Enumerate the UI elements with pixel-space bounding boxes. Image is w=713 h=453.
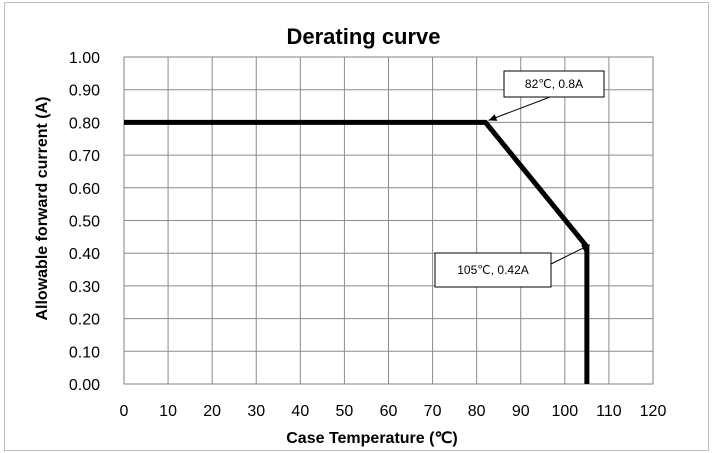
x-tick-label: 20 <box>203 403 221 420</box>
grid <box>123 56 654 385</box>
x-tick-label: 40 <box>291 403 309 420</box>
annotation-callout: 82℃, 0.8A <box>488 70 605 121</box>
x-tick-label: 30 <box>247 403 265 420</box>
annotation-text: 105℃, 0.42A <box>457 263 529 277</box>
annotation-box <box>434 252 552 288</box>
x-tick-label: 50 <box>336 403 354 420</box>
plot-area-border <box>123 56 654 385</box>
y-tick-labels: 0.00 0.10 0.20 0.30 0.40 0.50 0.60 0.70 0.80 0.90… <box>69 50 100 394</box>
y-tick-label: 0.90 <box>69 83 100 100</box>
y-tick-label: 0.00 <box>69 377 100 394</box>
x-tick-label: 10 <box>159 403 177 420</box>
y-tick-label: 0.60 <box>69 181 100 198</box>
y-tick-label: 0.70 <box>69 148 100 165</box>
y-tick-label: 0.80 <box>69 115 100 132</box>
chart-title: Derating curve <box>286 24 440 49</box>
annotation-arrow <box>488 96 551 121</box>
annotation-arrowhead <box>488 114 498 121</box>
x-tick-labels: 0 10 20 30 40 50 60 70 80 90 100 110 120 <box>120 403 667 420</box>
y-tick-label: 0.10 <box>69 344 100 361</box>
annotations: 82℃, 0.8A 105℃, 0.42A <box>434 70 605 288</box>
x-tick-label: 80 <box>468 403 486 420</box>
x-tick-label: 120 <box>640 403 667 420</box>
annotation-box <box>503 70 605 98</box>
y-tick-label: 0.40 <box>69 246 100 263</box>
annotation-callout: 105℃, 0.42A <box>434 244 591 288</box>
annotation-arrowhead <box>581 244 590 252</box>
x-tick-label: 0 <box>120 403 129 420</box>
x-tick-label: 110 <box>596 403 622 420</box>
chart-frame <box>4 2 709 451</box>
x-tick-label: 90 <box>512 403 530 420</box>
y-tick-label: 0.30 <box>69 279 100 296</box>
x-tick-label: 70 <box>424 403 442 420</box>
x-tick-label: 60 <box>380 403 398 420</box>
derating-series-line <box>124 119 590 384</box>
y-tick-label: 0.20 <box>69 312 100 329</box>
y-tick-label: 1.00 <box>69 50 100 67</box>
annotation-text: 82℃, 0.8A <box>525 77 583 91</box>
series <box>124 119 590 384</box>
y-tick-label: 0.50 <box>69 214 100 231</box>
y-axis-label: Allowable forward current (A) <box>34 96 51 320</box>
x-axis-label: Case Temperature (℃) <box>286 430 458 447</box>
x-tick-label: 100 <box>551 403 578 420</box>
